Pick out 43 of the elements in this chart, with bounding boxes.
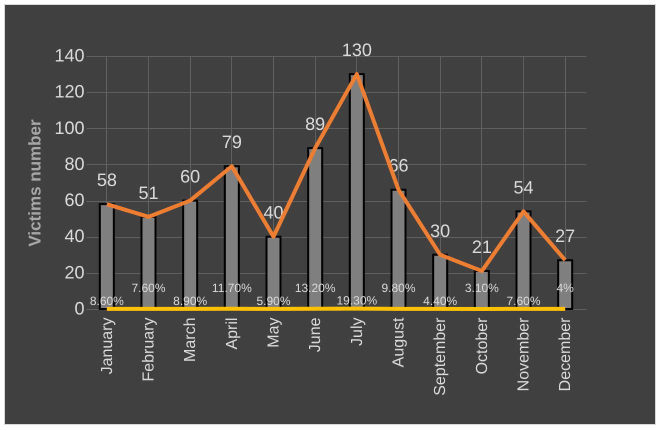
data-label: 51 <box>138 182 159 203</box>
x-tick-label: August <box>390 316 408 368</box>
y-tick-label: 60 <box>64 190 84 210</box>
data-label: 21 <box>472 237 492 258</box>
data-label: 11.70% <box>212 280 252 295</box>
y-tick-label: 20 <box>64 262 84 282</box>
y-tick-label: 40 <box>64 226 84 246</box>
data-label: 9.80% <box>381 280 416 295</box>
x-tick-label: July <box>348 318 366 346</box>
data-label: 8.60% <box>90 294 124 308</box>
data-label: 3.10% <box>464 280 500 295</box>
x-tick-label: January <box>98 318 116 374</box>
y-tick-label: 100 <box>54 118 84 138</box>
y-tick-label: 120 <box>54 82 84 102</box>
data-label: 54 <box>513 177 534 198</box>
x-tick-label: December <box>557 316 574 392</box>
x-tick-label: June <box>307 317 324 352</box>
data-label: 40 <box>263 202 284 223</box>
data-label: 5.90% <box>256 294 291 308</box>
data-label: 89 <box>305 114 326 134</box>
data-label: 27 <box>555 226 576 246</box>
data-label: 19.30% <box>336 294 378 308</box>
x-tick-label: February <box>140 318 158 382</box>
data-label: 30 <box>430 220 450 241</box>
y-tick-label: 80 <box>64 154 84 174</box>
data-label: 130 <box>342 40 372 60</box>
data-label: 60 <box>180 166 200 187</box>
y-tick-label: 140 <box>54 46 84 66</box>
data-label: 4.40% <box>423 294 458 308</box>
x-tick-label: March <box>182 318 200 362</box>
data-label: 7.60% <box>131 280 166 295</box>
x-tick-label: April <box>224 318 241 350</box>
data-label: 13.20% <box>294 280 336 295</box>
x-tick-label: November <box>516 316 532 392</box>
x-tick-label: September <box>432 316 450 396</box>
y-tick-label: 0 <box>74 298 84 318</box>
data-label: 8.90% <box>173 294 208 308</box>
x-tick-label: October <box>474 316 491 374</box>
data-label: 7.60% <box>506 294 541 308</box>
data-label: 79 <box>222 132 242 152</box>
data-label: 58 <box>96 170 117 190</box>
x-tick-label: May <box>266 318 282 348</box>
y-axis-title: Victims number <box>25 119 44 247</box>
